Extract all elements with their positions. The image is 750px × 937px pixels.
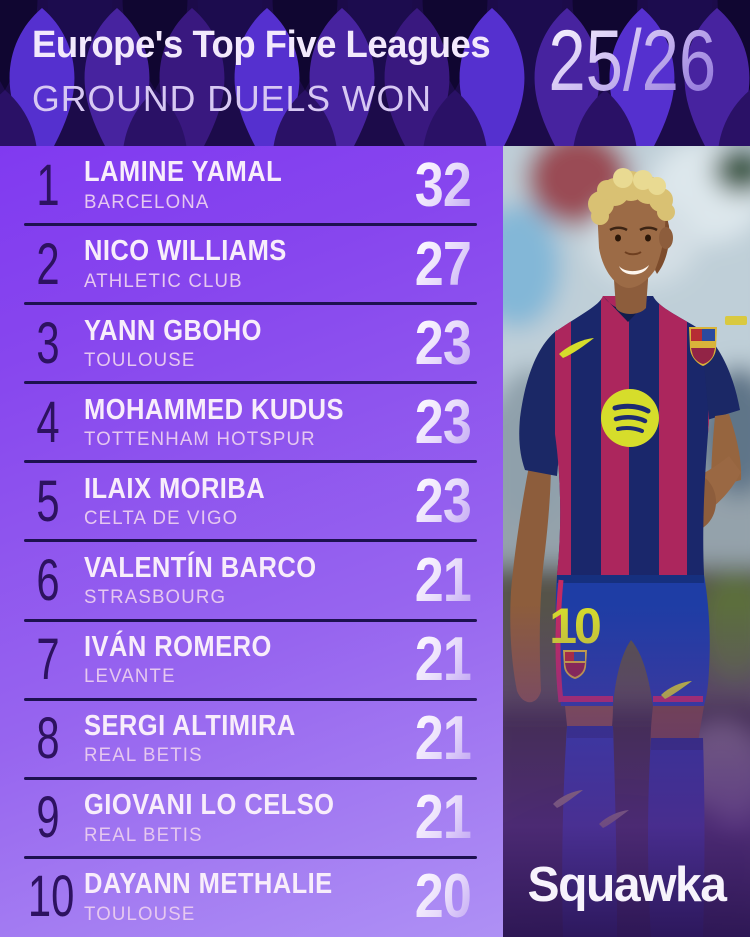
list-item: 5 ILAIX MORIBA CELTA DE VIGO 23 bbox=[0, 462, 503, 543]
player-name: SERGI ALTIMIRA bbox=[84, 709, 296, 742]
player-club: REAL BETIS bbox=[84, 745, 203, 767]
player-photo: 10 Squawka bbox=[503, 146, 750, 937]
player-club: TOULOUSE bbox=[84, 903, 196, 925]
player-club: TOULOUSE bbox=[84, 349, 196, 371]
rank-number: 4 bbox=[36, 389, 60, 455]
player-name: ILAIX MORIBA bbox=[84, 472, 266, 505]
page-subtitle: GROUND DUELS WON bbox=[32, 78, 432, 119]
player-name: LAMINE YAMAL bbox=[84, 156, 283, 189]
player-name: VALENTÍN BARCO bbox=[84, 551, 317, 584]
player-club: STRASBOURG bbox=[84, 587, 227, 609]
rank-number: 6 bbox=[36, 548, 60, 614]
list-item: 9 GIOVANI LO CELSO REAL BETIS 21 bbox=[0, 779, 503, 859]
list-item: 1 LAMINE YAMAL BARCELONA 32 bbox=[0, 146, 503, 227]
season-badge: 25/26 bbox=[548, 13, 716, 109]
list-item: 2 NICO WILLIAMS ATHLETIC CLUB 27 bbox=[0, 225, 503, 306]
list-item: 7 IVÁN ROMERO LEVANTE 21 bbox=[0, 621, 503, 701]
stat-value: 21 bbox=[415, 708, 503, 770]
player-name: YANN GBOHO bbox=[84, 314, 262, 347]
player-name: NICO WILLIAMS bbox=[84, 235, 287, 268]
player-name: DAYANN METHALIE bbox=[84, 868, 333, 901]
player-club: REAL BETIS bbox=[84, 824, 203, 846]
player-club: LEVANTE bbox=[84, 666, 176, 688]
rank-number: 1 bbox=[36, 152, 60, 218]
flame-pattern-background bbox=[0, 0, 750, 146]
player-club: BARCELONA bbox=[84, 191, 210, 213]
list-item: 3 YANN GBOHO TOULOUSE 23 bbox=[0, 304, 503, 385]
rank-number: 3 bbox=[36, 310, 60, 376]
rank-number: 5 bbox=[36, 468, 60, 534]
player-club: CELTA DE VIGO bbox=[84, 508, 239, 530]
header: Europe's Top Five Leagues GROUND DUELS W… bbox=[0, 0, 750, 146]
rank-number: 7 bbox=[36, 627, 60, 693]
list-item: 8 SERGI ALTIMIRA REAL BETIS 21 bbox=[0, 700, 503, 780]
list-item: 6 VALENTÍN BARCO STRASBOURG 21 bbox=[0, 541, 503, 622]
squawka-logo: Squawka bbox=[527, 858, 727, 912]
stat-value: 21 bbox=[415, 550, 503, 612]
list-item: 4 MOHAMMED KUDUS TOTTENHAM HOTSPUR 23 bbox=[0, 383, 503, 464]
purple-gradient-overlay bbox=[503, 146, 750, 937]
rank-number: 10 bbox=[27, 864, 75, 930]
player-club: ATHLETIC CLUB bbox=[84, 270, 243, 292]
rank-number: 9 bbox=[36, 785, 60, 851]
stat-value: 21 bbox=[415, 629, 503, 691]
stat-value: 27 bbox=[415, 233, 503, 296]
stat-value: 23 bbox=[415, 312, 503, 375]
stat-value: 21 bbox=[415, 787, 503, 849]
rank-number: 8 bbox=[36, 706, 60, 772]
list-item: 10 DAYANN METHALIE TOULOUSE 20 bbox=[0, 858, 503, 937]
rank-number: 2 bbox=[36, 231, 60, 297]
stat-value: 23 bbox=[415, 470, 503, 533]
player-name: MOHAMMED KUDUS bbox=[84, 393, 344, 426]
stat-value: 20 bbox=[415, 866, 503, 928]
player-club: TOTTENHAM HOTSPUR bbox=[84, 429, 316, 451]
stat-value: 32 bbox=[415, 154, 503, 217]
player-name: GIOVANI LO CELSO bbox=[84, 789, 335, 822]
page-title: Europe's Top Five Leagues bbox=[32, 24, 491, 66]
ranking-list: 1 LAMINE YAMAL BARCELONA 32 2 NICO WILLI… bbox=[0, 146, 503, 937]
player-name: IVÁN ROMERO bbox=[84, 630, 272, 663]
stat-value: 23 bbox=[415, 391, 503, 454]
